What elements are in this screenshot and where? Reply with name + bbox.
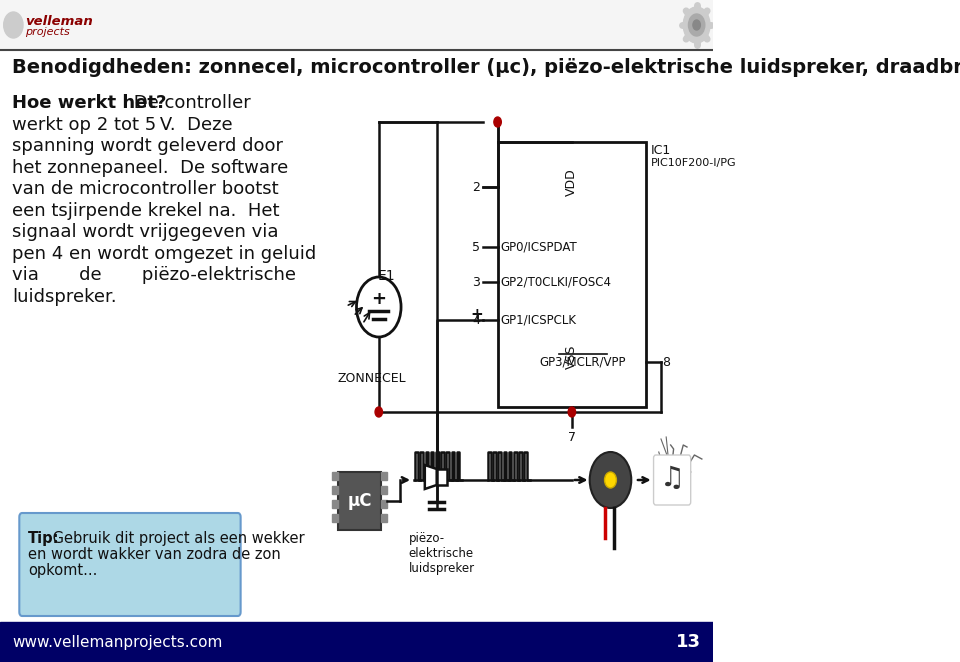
Text: GP1/ICSPCLK: GP1/ICSPCLK (500, 314, 577, 326)
Text: GP0/ICSPDAT: GP0/ICSPDAT (500, 240, 577, 254)
Text: De controller: De controller (128, 94, 251, 112)
Text: μC: μC (348, 492, 372, 510)
Circle shape (375, 407, 382, 417)
Bar (381, 514, 387, 522)
Bar (381, 472, 387, 480)
Text: het zonnepaneel.  De software: het zonnepaneel. De software (12, 158, 288, 177)
Bar (332, 514, 338, 522)
Text: GP3/MCLR/VPP: GP3/MCLR/VPP (540, 355, 626, 369)
Text: ZONNECEL: ZONNECEL (337, 372, 406, 385)
Text: projects: projects (25, 27, 70, 37)
Bar (0, 622, 713, 662)
Text: PIC10F200-I/PG: PIC10F200-I/PG (651, 158, 736, 168)
FancyBboxPatch shape (654, 455, 690, 505)
Text: Hoe werkt het?: Hoe werkt het? (12, 94, 166, 112)
Text: 13: 13 (676, 633, 701, 651)
Bar (497, 142, 646, 407)
Text: van de microcontroller bootst: van de microcontroller bootst (12, 180, 278, 198)
Circle shape (684, 7, 710, 43)
Text: werkt op 2 tot 5 V.  Deze: werkt op 2 tot 5 V. Deze (12, 115, 232, 134)
Text: velleman: velleman (25, 15, 93, 28)
Text: Gebruik dit project als een wekker: Gebruik dit project als een wekker (48, 531, 305, 546)
Text: pen 4 en wordt omgezet in geluid: pen 4 en wordt omgezet in geluid (12, 244, 316, 263)
Text: spanning wordt geleverd door: spanning wordt geleverd door (12, 137, 283, 155)
Circle shape (589, 452, 632, 508)
Text: ♫: ♫ (660, 464, 684, 492)
Text: +: + (372, 290, 386, 308)
Text: 8: 8 (662, 355, 670, 369)
Circle shape (4, 12, 23, 38)
Text: en wordt wakker van zodra de zon: en wordt wakker van zodra de zon (28, 547, 281, 562)
Polygon shape (425, 465, 437, 489)
Text: 5: 5 (471, 240, 480, 254)
Text: +: + (470, 307, 483, 322)
Text: www.vellemanprojects.com: www.vellemanprojects.com (12, 634, 223, 649)
Circle shape (693, 20, 701, 30)
Text: 2: 2 (472, 181, 480, 193)
Text: 4: 4 (472, 314, 480, 326)
Text: VSS: VSS (565, 345, 578, 369)
Bar (332, 472, 338, 480)
Text: Tip:: Tip: (28, 531, 60, 546)
Circle shape (605, 472, 616, 488)
Text: E1: E1 (377, 269, 395, 283)
Text: een tsjirpende krekel na.  Het: een tsjirpende krekel na. Het (12, 201, 279, 220)
Text: opkomt...: opkomt... (28, 563, 98, 578)
Circle shape (568, 407, 576, 417)
Text: 3: 3 (472, 275, 480, 289)
Text: via       de       piëzo-elektrische: via de piëzo-elektrische (12, 266, 296, 284)
Bar (0, 0, 713, 50)
Bar (437, 469, 447, 485)
Text: 7: 7 (568, 431, 576, 444)
Text: VDD: VDD (565, 168, 578, 196)
Bar (381, 500, 387, 508)
Text: piëzo-
elektrische
luidspreker: piëzo- elektrische luidspreker (408, 532, 474, 575)
Circle shape (688, 14, 705, 36)
Circle shape (356, 277, 401, 337)
Text: signaal wordt vrijgegeven via: signaal wordt vrijgegeven via (12, 223, 278, 241)
Circle shape (493, 117, 501, 127)
Text: luidspreker.: luidspreker. (12, 287, 116, 305)
Bar (332, 486, 338, 494)
Text: GP2/T0CLKI/FOSC4: GP2/T0CLKI/FOSC4 (500, 275, 612, 289)
Text: IC1: IC1 (651, 144, 671, 157)
Bar (338, 472, 381, 530)
FancyBboxPatch shape (19, 513, 241, 616)
Bar (381, 486, 387, 494)
Bar (332, 500, 338, 508)
Text: Benodigdheden: zonnecel, microcontroller (μc), piëzo-elektrische luidspreker, dr: Benodigdheden: zonnecel, microcontroller… (12, 58, 960, 77)
